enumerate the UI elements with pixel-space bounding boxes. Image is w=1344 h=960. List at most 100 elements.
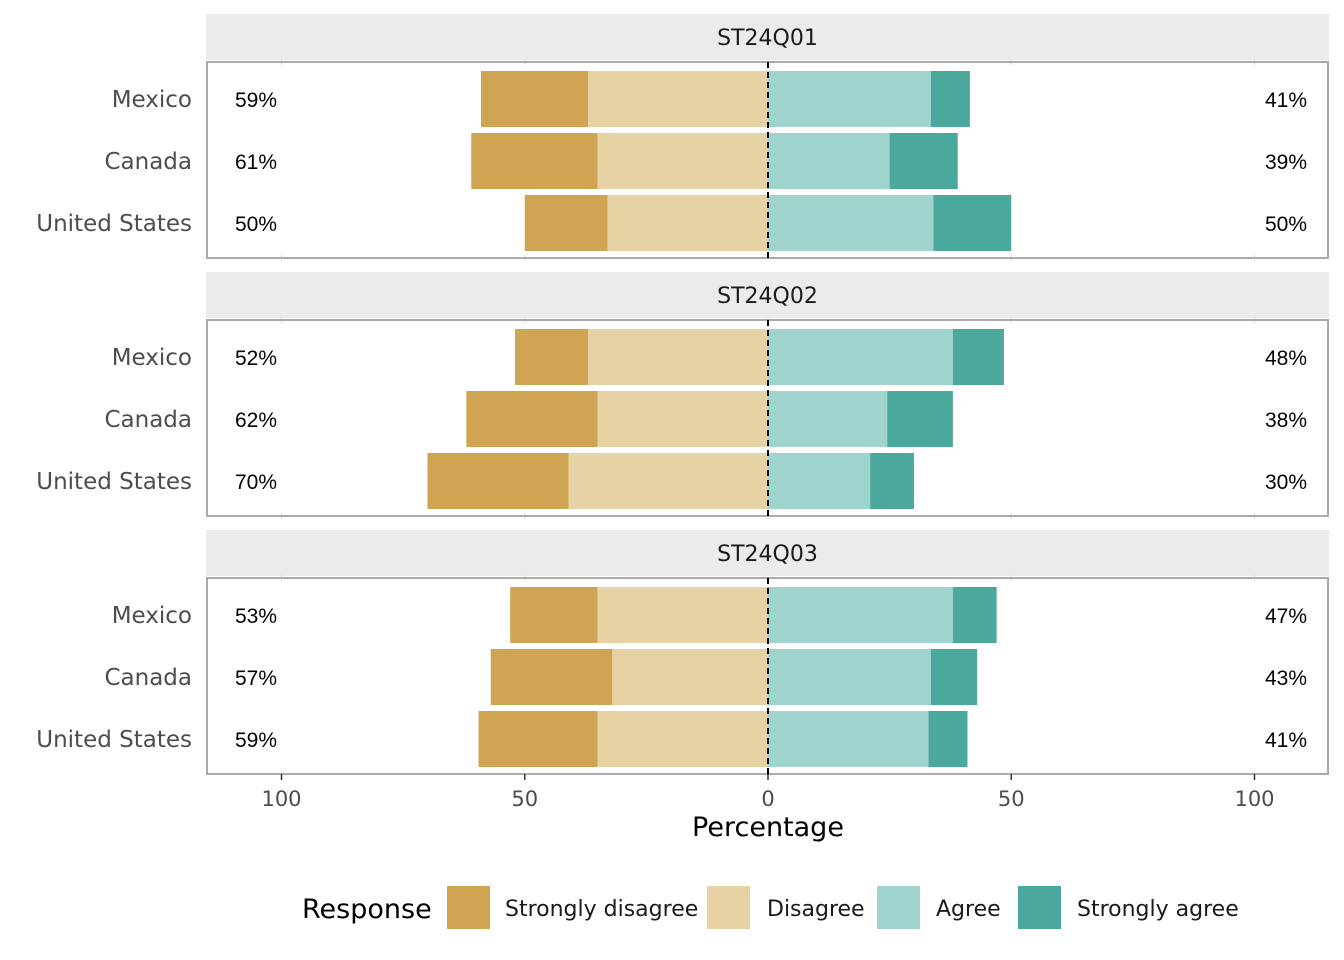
bar-agree xyxy=(768,453,871,509)
bar-strongly-agree xyxy=(952,587,997,643)
legend-key-agree xyxy=(877,886,920,929)
bar-row-mexico: Mexico 53% 47% xyxy=(112,587,1307,643)
bar-strongly-disagree xyxy=(471,133,598,189)
bar-disagree xyxy=(597,133,768,189)
right-percent-label: 43% xyxy=(1265,667,1307,690)
left-percent-label: 52% xyxy=(235,347,277,370)
x-axis-title: Percentage xyxy=(692,812,844,843)
right-percent-label: 41% xyxy=(1265,729,1307,752)
bar-agree xyxy=(768,71,931,127)
bar-strongly-disagree xyxy=(524,195,608,251)
country-label: United States xyxy=(36,727,192,753)
bar-agree xyxy=(768,711,929,767)
bar-strongly-agree xyxy=(870,453,914,509)
country-label: Canada xyxy=(104,149,192,175)
country-label: Canada xyxy=(104,665,192,691)
right-percent-label: 41% xyxy=(1265,89,1307,112)
bar-row-united-states: United States 50% 50% xyxy=(36,195,1307,251)
panel-strip-title: ST24Q01 xyxy=(717,26,818,51)
legend-key-strongly-disagree xyxy=(447,886,490,929)
legend-label-strongly-disagree: Strongly disagree xyxy=(505,897,698,922)
bar-row-canada: Canada 62% 38% xyxy=(104,391,1307,447)
x-tick-label: 50 xyxy=(998,787,1025,811)
bar-agree xyxy=(768,329,953,385)
x-axis: 100 50 0 50 100 xyxy=(261,774,1275,811)
right-percent-label: 39% xyxy=(1265,151,1307,174)
x-tick-label: 50 xyxy=(511,787,538,811)
bar-strongly-disagree xyxy=(515,329,588,385)
left-percent-label: 61% xyxy=(235,151,277,174)
bar-strongly-agree xyxy=(952,329,1004,385)
bar-row-canada: Canada 61% 39% xyxy=(104,133,1307,189)
left-percent-label: 57% xyxy=(235,667,277,690)
bar-row-united-states: United States 70% 30% xyxy=(36,453,1307,509)
right-percent-label: 38% xyxy=(1265,409,1307,432)
panel-strip-title: ST24Q03 xyxy=(717,542,818,567)
bar-strongly-agree xyxy=(928,711,968,767)
left-percent-label: 70% xyxy=(235,471,277,494)
bar-agree xyxy=(768,133,890,189)
legend-label-agree: Agree xyxy=(936,897,1001,922)
bar-strongly-disagree xyxy=(490,649,613,705)
bar-strongly-agree xyxy=(933,195,1012,251)
x-tick-label: 0 xyxy=(761,787,774,811)
bar-strongly-agree xyxy=(889,133,958,189)
bar-row-canada: Canada 57% 43% xyxy=(104,649,1307,705)
country-label: United States xyxy=(36,469,192,495)
country-label: Mexico xyxy=(112,345,192,371)
bar-strongly-disagree xyxy=(510,587,598,643)
country-label: Canada xyxy=(104,407,192,433)
left-percent-label: 59% xyxy=(235,729,277,752)
country-label: United States xyxy=(36,211,192,237)
right-percent-label: 30% xyxy=(1265,471,1307,494)
bar-strongly-agree xyxy=(930,71,970,127)
legend: Response Strongly disagree Disagree Agree S… xyxy=(302,886,1239,929)
right-percent-label: 50% xyxy=(1265,213,1307,236)
bar-row-mexico: Mexico 52% 48% xyxy=(112,329,1307,385)
bar-agree xyxy=(768,649,931,705)
panel-strip xyxy=(206,14,1329,60)
right-percent-label: 48% xyxy=(1265,347,1307,370)
bar-strongly-disagree xyxy=(427,453,569,509)
bar-disagree xyxy=(597,391,768,447)
country-label: Mexico xyxy=(112,87,192,113)
legend-key-disagree xyxy=(707,886,750,929)
bar-strongly-agree xyxy=(930,649,978,705)
panel-st24q03: ST24Q03 Mexico 53% 47% Canada 57% 43% United St… xyxy=(36,530,1329,777)
panel-strip xyxy=(206,272,1329,318)
bar-strongly-disagree xyxy=(480,71,588,127)
bar-disagree xyxy=(612,649,768,705)
legend-title: Response xyxy=(302,894,432,925)
bar-disagree xyxy=(597,587,768,643)
bar-disagree xyxy=(607,195,768,251)
bar-disagree xyxy=(587,329,768,385)
bar-strongly-disagree xyxy=(466,391,598,447)
left-percent-label: 53% xyxy=(235,605,277,628)
bar-agree xyxy=(768,195,934,251)
bar-strongly-agree xyxy=(887,391,953,447)
legend-key-strongly-agree xyxy=(1018,886,1061,929)
legend-label-disagree: Disagree xyxy=(767,897,865,922)
bar-disagree xyxy=(597,711,768,767)
chart-panels: ST24Q01 Mexico 59% 41% Canada 61% 39% United St… xyxy=(36,14,1329,777)
left-percent-label: 50% xyxy=(235,213,277,236)
left-percent-label: 59% xyxy=(235,89,277,112)
bar-row-mexico: Mexico 59% 41% xyxy=(112,71,1307,127)
bar-disagree xyxy=(587,71,768,127)
bar-row-united-states: United States 59% 41% xyxy=(36,711,1307,767)
bar-disagree xyxy=(568,453,768,509)
panel-st24q01: ST24Q01 Mexico 59% 41% Canada 61% 39% United St… xyxy=(36,14,1329,261)
x-tick-label: 100 xyxy=(261,787,301,811)
panel-strip xyxy=(206,530,1329,576)
bar-agree xyxy=(768,587,953,643)
x-tick-label: 100 xyxy=(1234,787,1274,811)
panel-st24q02: ST24Q02 Mexico 52% 48% Canada 62% 38% United St… xyxy=(36,272,1329,519)
panel-strip-title: ST24Q02 xyxy=(717,284,818,309)
right-percent-label: 47% xyxy=(1265,605,1307,628)
country-label: Mexico xyxy=(112,603,192,629)
bar-strongly-disagree xyxy=(478,711,598,767)
legend-label-strongly-agree: Strongly agree xyxy=(1077,897,1239,922)
bar-agree xyxy=(768,391,888,447)
left-percent-label: 62% xyxy=(235,409,277,432)
